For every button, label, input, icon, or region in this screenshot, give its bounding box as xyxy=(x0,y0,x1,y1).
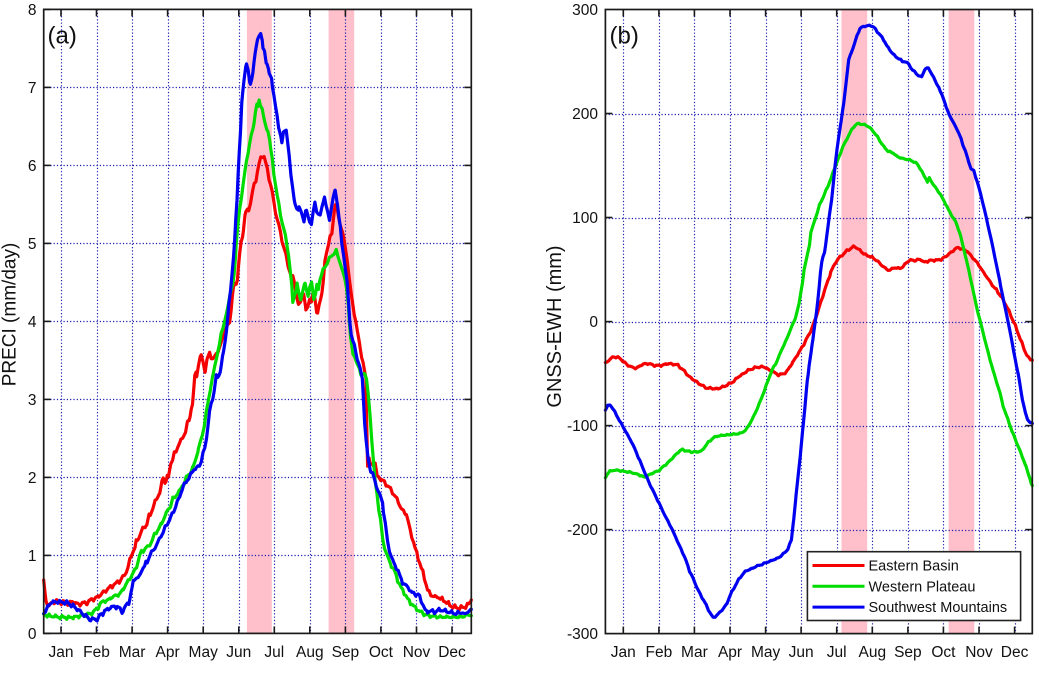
svg-text:5: 5 xyxy=(28,236,37,253)
svg-text:Feb: Feb xyxy=(83,644,110,661)
svg-text:6: 6 xyxy=(28,158,37,175)
svg-text:0: 0 xyxy=(589,314,598,331)
svg-text:Aug: Aug xyxy=(296,644,324,661)
svg-text:Apr: Apr xyxy=(156,644,180,661)
svg-text:7: 7 xyxy=(28,80,37,97)
svg-text:Oct: Oct xyxy=(369,644,394,661)
svg-text:Apr: Apr xyxy=(718,644,742,661)
svg-text:Jan: Jan xyxy=(49,644,74,661)
svg-text:200: 200 xyxy=(572,106,598,123)
svg-text:Jun: Jun xyxy=(789,644,814,661)
svg-text:Eastern Basin: Eastern Basin xyxy=(869,559,959,575)
svg-text:Sep: Sep xyxy=(894,644,922,661)
svg-text:3: 3 xyxy=(28,392,37,409)
svg-text:Mar: Mar xyxy=(681,644,708,661)
svg-text:PRECI (mm/day): PRECI (mm/day) xyxy=(0,243,21,387)
svg-text:Dec: Dec xyxy=(438,644,466,661)
svg-text:Western Plateau: Western Plateau xyxy=(869,579,976,595)
svg-text:Dec: Dec xyxy=(1001,644,1029,661)
svg-text:Oct: Oct xyxy=(931,644,956,661)
svg-text:-200: -200 xyxy=(567,522,598,539)
svg-text:(a): (a) xyxy=(48,23,77,50)
svg-text:(b): (b) xyxy=(610,23,639,50)
svg-text:May: May xyxy=(751,644,781,661)
svg-text:Mar: Mar xyxy=(119,644,146,661)
svg-text:Jan: Jan xyxy=(611,644,636,661)
svg-text:-100: -100 xyxy=(567,418,598,435)
svg-text:May: May xyxy=(189,644,219,661)
svg-text:4: 4 xyxy=(28,314,37,331)
svg-text:-300: -300 xyxy=(567,626,598,643)
svg-text:Nov: Nov xyxy=(965,644,993,661)
svg-text:Southwest Mountains: Southwest Mountains xyxy=(869,600,1008,616)
svg-text:Nov: Nov xyxy=(403,644,431,661)
svg-text:Aug: Aug xyxy=(859,644,887,661)
svg-text:300: 300 xyxy=(572,2,598,19)
svg-text:2: 2 xyxy=(28,470,37,487)
svg-text:Feb: Feb xyxy=(646,644,673,661)
svg-text:Jul: Jul xyxy=(827,644,847,661)
svg-text:Sep: Sep xyxy=(332,644,360,661)
svg-text:GNSS-EWH (mm): GNSS-EWH (mm) xyxy=(544,245,566,407)
svg-text:Jun: Jun xyxy=(226,644,251,661)
svg-text:Jul: Jul xyxy=(264,644,284,661)
svg-text:8: 8 xyxy=(28,2,37,19)
svg-text:0: 0 xyxy=(28,626,37,643)
svg-text:1: 1 xyxy=(28,548,37,565)
svg-text:100: 100 xyxy=(572,210,598,227)
